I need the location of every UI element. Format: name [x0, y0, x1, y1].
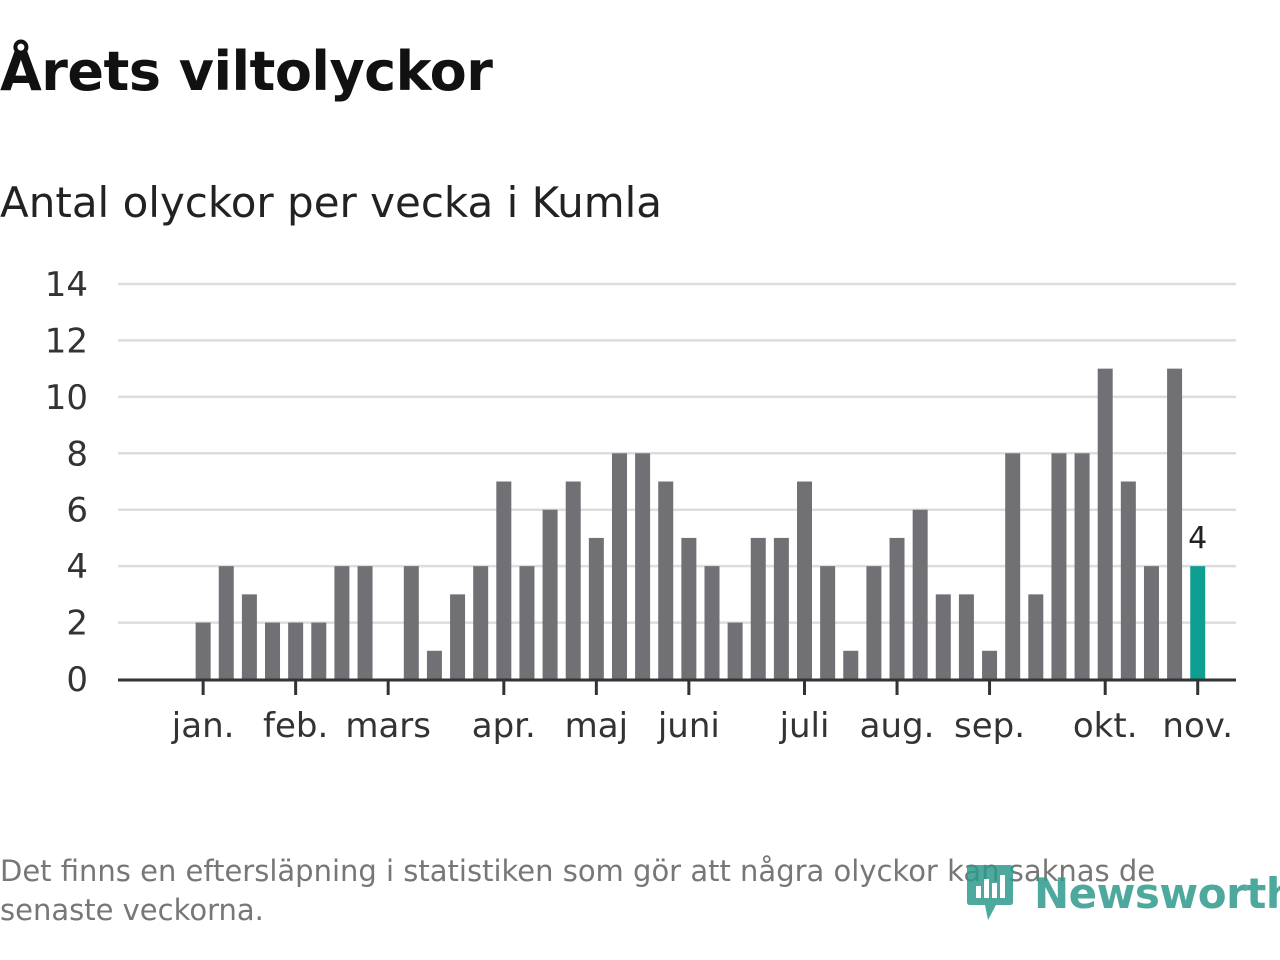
bar: [1167, 368, 1183, 679]
bar: [820, 566, 836, 679]
bar: [958, 594, 974, 679]
x-tick-label: aug.: [860, 706, 935, 746]
bar: [727, 622, 743, 679]
bar: [519, 566, 535, 679]
x-tick-label: jan.: [171, 706, 235, 746]
x-tick-label: juli: [779, 706, 830, 746]
bar: [403, 566, 419, 679]
bar: [635, 453, 651, 679]
bar: [218, 566, 234, 679]
bar: [542, 509, 558, 679]
grid-lines: [118, 282, 1236, 624]
bar-chart: 0 2 4 6 8 10 12 14 jan. feb. mars apr. maj juni juli a…: [45, 265, 1236, 746]
bar: [912, 509, 928, 679]
bar: [681, 537, 697, 679]
y-tick-label: 14: [45, 265, 88, 305]
footnote: Det finns en eftersläpning i statistiken…: [0, 854, 1156, 927]
bar: [866, 566, 882, 679]
bar: [357, 566, 373, 679]
y-tick-label: 4: [66, 547, 88, 587]
bar: [1005, 453, 1021, 679]
y-tick-label: 10: [45, 378, 88, 418]
bar: [473, 566, 489, 679]
y-tick-label: 2: [66, 604, 88, 644]
bar: [1097, 368, 1113, 679]
bar: [265, 622, 281, 679]
bar: [1028, 594, 1044, 679]
bar: [334, 566, 350, 679]
bar: [565, 481, 581, 679]
bar: [704, 566, 720, 679]
y-tick-label: 8: [66, 434, 88, 474]
x-axis-ticks: jan. feb. mars apr. maj juni juli aug. sep. okt. n…: [171, 680, 1233, 746]
x-tick-label: feb.: [263, 706, 328, 746]
bar: [797, 481, 813, 679]
data-label-latest: 4: [1188, 521, 1207, 556]
y-tick-label: 0: [66, 660, 88, 700]
x-tick-label: juni: [657, 706, 720, 746]
brand-name: Newsworthy: [1034, 868, 1280, 918]
bar: [496, 481, 512, 679]
bar: [288, 622, 304, 679]
x-tick-label: sep.: [954, 706, 1025, 746]
bar: [1051, 453, 1067, 679]
data-labels: 4: [1188, 521, 1207, 556]
bar: [195, 622, 211, 679]
bar: [843, 650, 859, 679]
bar: [982, 650, 998, 679]
x-tick-label: mars: [345, 706, 431, 746]
bar: [588, 537, 604, 679]
bar: [1143, 566, 1159, 679]
x-tick-label: apr.: [472, 706, 536, 746]
brand-logo: Newsworthy: [964, 862, 1280, 924]
bar-highlight: [1190, 566, 1206, 679]
bar: [658, 481, 674, 679]
y-tick-label: 12: [45, 321, 88, 361]
bar: [773, 537, 789, 679]
chart-subtitle: Antal olyckor per vecka i Kumla: [0, 178, 663, 227]
bars: [195, 368, 1206, 679]
x-tick-label: maj: [565, 706, 628, 746]
bar: [241, 594, 257, 679]
bar: [426, 650, 442, 679]
page-title: Årets viltolyckor: [0, 40, 493, 103]
bar: [311, 622, 327, 679]
x-tick-label: okt.: [1073, 706, 1138, 746]
bar: [935, 594, 951, 679]
bar: [750, 537, 766, 679]
bar: [1074, 453, 1090, 679]
y-tick-label: 6: [66, 491, 88, 531]
y-axis-ticks: 0 2 4 6 8 10 12 14: [45, 265, 88, 700]
bar: [889, 537, 905, 679]
x-tick-label: nov.: [1162, 706, 1233, 746]
bar: [450, 594, 466, 679]
bar: [611, 453, 627, 679]
newsworthy-logo-icon: [967, 865, 1013, 920]
bar: [1120, 481, 1136, 679]
